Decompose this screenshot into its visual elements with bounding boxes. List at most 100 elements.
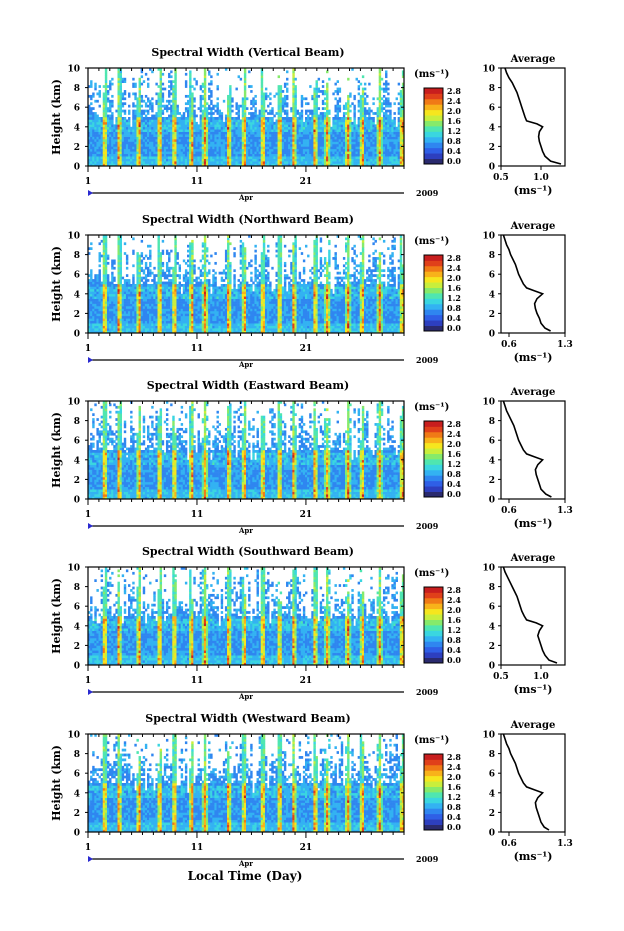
heatmap-cell [250, 134, 253, 137]
heatmap-cell [294, 102, 297, 106]
heatmap-cell [138, 94, 141, 98]
heatmap-cell [153, 119, 156, 123]
heatmap-cell [161, 151, 165, 155]
heatmap-cell [363, 114, 367, 118]
heatmap-cell [254, 139, 257, 142]
heatmap-cell [288, 143, 291, 147]
heatmap-cell [315, 134, 318, 137]
heatmap-cell [321, 131, 325, 135]
heatmap-cell [220, 146, 224, 150]
heatmap-cell [387, 114, 390, 118]
heatmap-cell [159, 139, 163, 142]
heatmap-cell [142, 153, 146, 157]
heatmap-cell [370, 131, 373, 135]
heatmap-cell [92, 281, 95, 285]
heatmap-cell [180, 139, 184, 142]
heatmap-cell [132, 85, 135, 88]
heatmap-cell [292, 126, 295, 130]
heatmap-cell [218, 143, 222, 147]
heatmap-cell [144, 274, 148, 277]
heatmap-cell [172, 112, 175, 115]
heatmap-cell [359, 146, 363, 150]
heatmap-cell [294, 153, 297, 157]
heatmap-cell [104, 269, 108, 273]
heatmap-cell [338, 143, 342, 147]
heatmap-cell [123, 252, 127, 255]
heatmap-cell [121, 161, 125, 164]
heatmap-cell [140, 323, 144, 326]
heatmap-cell [128, 320, 131, 324]
heatmap-cell [193, 141, 196, 145]
heatmap-cell [378, 85, 382, 88]
heatmap-cell [262, 92, 266, 96]
heatmap-cell [100, 153, 104, 157]
heatmap-cell [90, 291, 93, 295]
heatmap-cell [214, 134, 217, 137]
heatmap-cell [243, 148, 247, 152]
heatmap-cell [138, 315, 141, 319]
heatmap-cell [199, 97, 203, 101]
heatmap-cell [267, 124, 270, 128]
heatmap-cell [176, 153, 179, 157]
heatmap-cell [372, 153, 375, 157]
heatmap-cell [174, 126, 177, 130]
heatmap-cell [201, 126, 205, 130]
heatmap-cell [193, 143, 196, 147]
heatmap-cell [96, 303, 99, 307]
heatmap-cell [138, 313, 141, 317]
heatmap-cell [389, 139, 392, 142]
heatmap-cell [281, 134, 285, 137]
heatmap-cell [378, 121, 382, 125]
heatmap-cell [363, 82, 367, 86]
heatmap-cell [159, 97, 163, 101]
heatmap-cell [96, 148, 99, 152]
heatmap-cell [96, 136, 99, 140]
heatmap-cell [88, 318, 91, 322]
heatmap-cell [340, 158, 344, 162]
heatmap-cell [277, 148, 281, 152]
heatmap-cell [128, 301, 131, 304]
heatmap-cell [235, 163, 238, 167]
heatmap-cell [125, 286, 129, 290]
heatmap-cell [252, 141, 255, 145]
heatmap-cell [201, 143, 205, 147]
heatmap-cell [138, 274, 141, 277]
heatmap-cell [115, 306, 118, 309]
heatmap-cell [338, 124, 342, 128]
heatmap-cell [104, 119, 108, 123]
heatmap-cell [241, 134, 245, 137]
heatmap-cell [155, 163, 158, 167]
heatmap-cell [254, 109, 257, 113]
heatmap-cell [378, 97, 382, 101]
heatmap-cell [201, 114, 205, 118]
heatmap-cell [142, 112, 146, 115]
heatmap-cell [119, 286, 123, 290]
heatmap-cell [229, 148, 232, 152]
heatmap-cell [258, 148, 262, 152]
heatmap-cell [151, 318, 154, 322]
heatmap-cell [111, 315, 114, 319]
heatmap-cell [142, 303, 146, 307]
heatmap-cell [380, 158, 384, 162]
heatmap-cell [380, 143, 384, 147]
heatmap-cell [393, 134, 396, 137]
heatmap-cell [205, 102, 209, 106]
heatmap-cell [313, 97, 316, 101]
heatmap-cell [134, 310, 137, 314]
heatmap-cell [149, 306, 152, 309]
heatmap-cell [174, 129, 177, 132]
heatmap-cell [252, 97, 255, 101]
heatmap-cell [300, 114, 304, 118]
heatmap-cell [146, 156, 150, 159]
heatmap-cell [313, 102, 316, 106]
heatmap-cell [401, 153, 405, 157]
heatmap-cell [159, 75, 163, 79]
heatmap-cell [203, 161, 207, 164]
heatmap-cell [144, 279, 148, 282]
heatmap-cell [283, 158, 287, 162]
heatmap-cell [104, 126, 108, 130]
heatmap-cell [115, 286, 118, 290]
heatmap-cell [260, 141, 264, 145]
heatmap-cell [161, 134, 165, 137]
heatmap-cell [286, 121, 289, 125]
